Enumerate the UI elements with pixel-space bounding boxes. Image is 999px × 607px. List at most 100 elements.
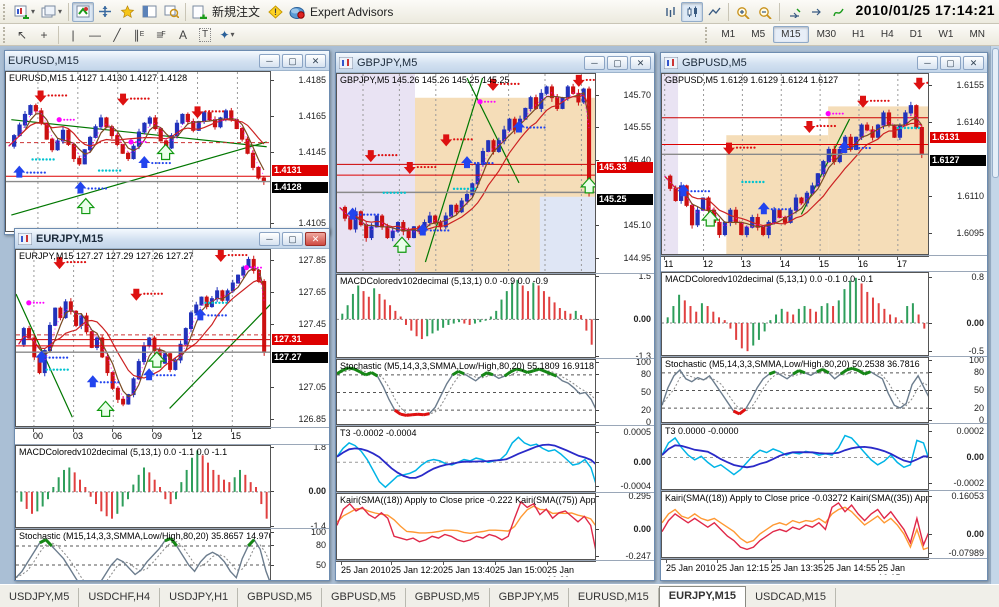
close-button[interactable]: ✕	[305, 53, 326, 68]
chart-tab-usdchf-h4[interactable]: USDCHF,H4	[79, 588, 161, 607]
time-axis-label: 25 Jan 12:20	[391, 565, 444, 575]
new-chart-dropdown[interactable]: ▾	[31, 7, 36, 16]
profiles-button[interactable]: ▾	[38, 2, 65, 22]
text-tool[interactable]: A	[178, 27, 187, 42]
minimize-button[interactable]: ─	[584, 55, 605, 70]
pane-t3[interactable]: T3 0.0000 -0.0000 0.0002 0.00 -0.0002	[661, 423, 987, 490]
chart-tab-gbpusd-m5[interactable]: GBPUSD,M5	[238, 588, 322, 607]
profiles-dropdown[interactable]: ▾	[58, 7, 63, 16]
crosshair-tool[interactable]: +	[40, 27, 48, 42]
minimize-button[interactable]: ─	[917, 55, 938, 70]
restore-button[interactable]: ▢	[282, 231, 303, 246]
eurusd-titlebar[interactable]: EURUSD,M15 ─ ▢ ✕	[5, 51, 329, 71]
restore-button[interactable]: ▢	[282, 53, 303, 68]
timeframe-button-d1[interactable]: D1	[909, 29, 923, 40]
pane-macd[interactable]: MACDColoredv102decimal (5,13,1) 0.0 -1.1…	[15, 444, 329, 528]
timeframe-button-m5[interactable]: M5	[751, 29, 766, 40]
ask-price-box: 127.31	[272, 333, 328, 345]
pane-price[interactable]: GBPJPY,M5 145.26 145.26 145.25 145.25 145…	[336, 73, 654, 273]
close-button[interactable]: ✕	[963, 55, 984, 70]
restore-button[interactable]: ▢	[940, 55, 961, 70]
minimize-button[interactable]: ─	[259, 53, 280, 68]
time-axis-label: 25 Jan 12:15	[717, 563, 770, 573]
axis-label: 1.8	[313, 444, 326, 452]
expert-advisors-label[interactable]: Expert Advisors	[310, 4, 394, 19]
chart-shift-button[interactable]	[805, 2, 827, 22]
gbpusd-titlebar[interactable]: GBPUSD,M5 ─ ▢ ✕	[661, 53, 987, 73]
fibonacci-tool[interactable]: ≡ F	[156, 27, 166, 42]
chart-window-eurusd: EURUSD,M15 ─ ▢ ✕ EURUSD,M15 1.4127 1.4130 …	[4, 50, 330, 235]
vertical-line-tool[interactable]: |	[71, 27, 75, 42]
auto-scroll-button[interactable]	[783, 2, 805, 22]
timeframe-button-m15[interactable]: M15	[773, 26, 809, 43]
bar-chart-button[interactable]	[659, 2, 681, 22]
gbpusd-chart[interactable]: GBPUSD,M5 1.6129 1.6129 1.6124 1.6127 1.6…	[661, 73, 987, 580]
pane-stoch[interactable]: Stochastic (M15,14,3,3,SMMA,Low/High,80,…	[15, 528, 329, 580]
favorites-button[interactable]	[116, 2, 138, 22]
scrollbar-thumb[interactable]	[992, 48, 999, 178]
chart-tab-eurjpy-m15[interactable]: EURJPY,M15	[658, 586, 747, 607]
restore-button[interactable]: ▢	[607, 55, 628, 70]
timeframe-button-h4[interactable]: H4	[880, 29, 894, 40]
mdi-workspace: EURUSD,M15 ─ ▢ ✕ EURUSD,M15 1.4127 1.4130 …	[0, 46, 999, 584]
timeframe-button-h1[interactable]: H1	[852, 29, 865, 40]
new-order-label[interactable]: 新規注文	[212, 5, 261, 19]
pane-stoch[interactable]: Stochastic (M5,14,3,3,SMMA,Low/High,80,2…	[336, 358, 654, 425]
new-chart-button[interactable]: ▾	[11, 2, 38, 22]
pane-price[interactable]: EURUSD,M15 1.4127 1.4130 1.4127 1.4128 1.…	[5, 71, 329, 232]
toolbar-grip2[interactable]	[3, 26, 8, 43]
pane-price[interactable]: EURJPY,M15 127.27 127.29 127.26 127.27 12…	[15, 249, 329, 427]
text-label-tool[interactable]: T	[194, 25, 216, 45]
market-watch-button[interactable]	[72, 1, 95, 22]
chart-tab-usdjpy-h1[interactable]: USDJPY,H1	[160, 588, 239, 607]
close-button[interactable]: ✕	[630, 55, 651, 70]
strategy-tester-button[interactable]	[160, 2, 182, 22]
bid-price-box: 1.6127	[930, 154, 986, 166]
pane-macd[interactable]: MACDColoredv102decimal (5,13,1) 0.0 -0.1…	[661, 271, 987, 356]
pane-kairi[interactable]: Kairi(SMA((18)) Apply to Close price -0.…	[336, 492, 654, 560]
gbpjpy-titlebar[interactable]: GBPJPY,M5 ─ ▢ ✕	[336, 53, 654, 73]
chart-tab-gbpusd-m5[interactable]: GBPUSD,M5	[322, 588, 406, 607]
indicators-button[interactable]	[827, 2, 849, 22]
close-button[interactable]: ✕	[305, 231, 326, 246]
alerts-button[interactable]: !	[264, 2, 286, 22]
channel-tool[interactable]: ∥ E	[133, 27, 145, 42]
timeframe-button-m30[interactable]: M30	[816, 29, 837, 40]
chart-tab-eurusd-m15[interactable]: EURUSD,M15	[569, 588, 659, 607]
chart-tab-usdjpy-m5[interactable]: USDJPY,M5	[0, 588, 80, 607]
chart-tab-gbpjpy-m5[interactable]: GBPJPY,M5	[490, 588, 569, 607]
data-window-button[interactable]	[138, 2, 160, 22]
gbpjpy-chart[interactable]: GBPJPY,M5 145.26 145.26 145.25 145.25 145…	[336, 73, 654, 580]
pane-t3[interactable]: T3 -0.0002 -0.0004 0.0005 0.00 -0.0004	[336, 425, 654, 492]
timeframe-button-mn[interactable]: MN	[969, 29, 985, 40]
eurjpy-chart[interactable]: EURJPY,M15 127.27 127.29 127.26 127.27 12…	[15, 249, 329, 580]
arrows-tool[interactable]: ✦ ▾	[219, 27, 235, 42]
trendline-tool[interactable]: ╱	[113, 27, 121, 42]
chart-window-icon	[18, 232, 32, 245]
zoom-out-button[interactable]	[754, 2, 776, 22]
chart-tab-usdcad-m15[interactable]: USDCAD,M15	[746, 588, 836, 607]
eurjpy-titlebar[interactable]: EURJPY,M15 ─ ▢ ✕	[15, 229, 329, 249]
pane-kairi[interactable]: Kairi(SMA((18)) Apply to Close price -0.…	[661, 490, 987, 558]
chart-tab-gbpusd-m5[interactable]: GBPUSD,M5	[406, 588, 490, 607]
zoom-in-button[interactable]	[732, 2, 754, 22]
pane-price[interactable]: GBPUSD,M5 1.6129 1.6129 1.6124 1.6127 1.6…	[661, 73, 987, 255]
expert-advisors-button[interactable]	[286, 2, 309, 22]
axis-label: 127.45	[298, 318, 326, 329]
new-order-button[interactable]	[189, 2, 211, 22]
pane-macd[interactable]: MACDColoredv102decimal (5,13,1) 0.0 -0.9…	[336, 273, 654, 358]
eurusd-chart[interactable]: EURUSD,M15 1.4127 1.4130 1.4127 1.4128 1.…	[5, 71, 329, 234]
pane-stoch[interactable]: Stochastic (M5,14,3,3,SMMA,Low/High,80,2…	[661, 356, 987, 423]
timeframe-button-m1[interactable]: M1	[721, 29, 736, 40]
line-chart-button[interactable]	[703, 2, 725, 22]
toolbar-grip[interactable]	[3, 3, 8, 20]
minimize-button[interactable]: ─	[259, 231, 280, 246]
cursor-tool[interactable]: ↖	[16, 27, 28, 42]
candlestick-button[interactable]	[681, 2, 703, 22]
mdi-vertical-scrollbar[interactable]	[990, 46, 999, 584]
chart-tab-bar: USDJPY,M5 USDCHF,H4 USDJPY,H1 GBPUSD,M5 GBPU…	[0, 584, 999, 607]
axis-label: 145.70	[623, 89, 651, 100]
navigator-button[interactable]	[94, 2, 116, 22]
horizontal-line-tool[interactable]: —	[89, 27, 101, 42]
timeframe-button-w1[interactable]: W1	[938, 29, 954, 40]
